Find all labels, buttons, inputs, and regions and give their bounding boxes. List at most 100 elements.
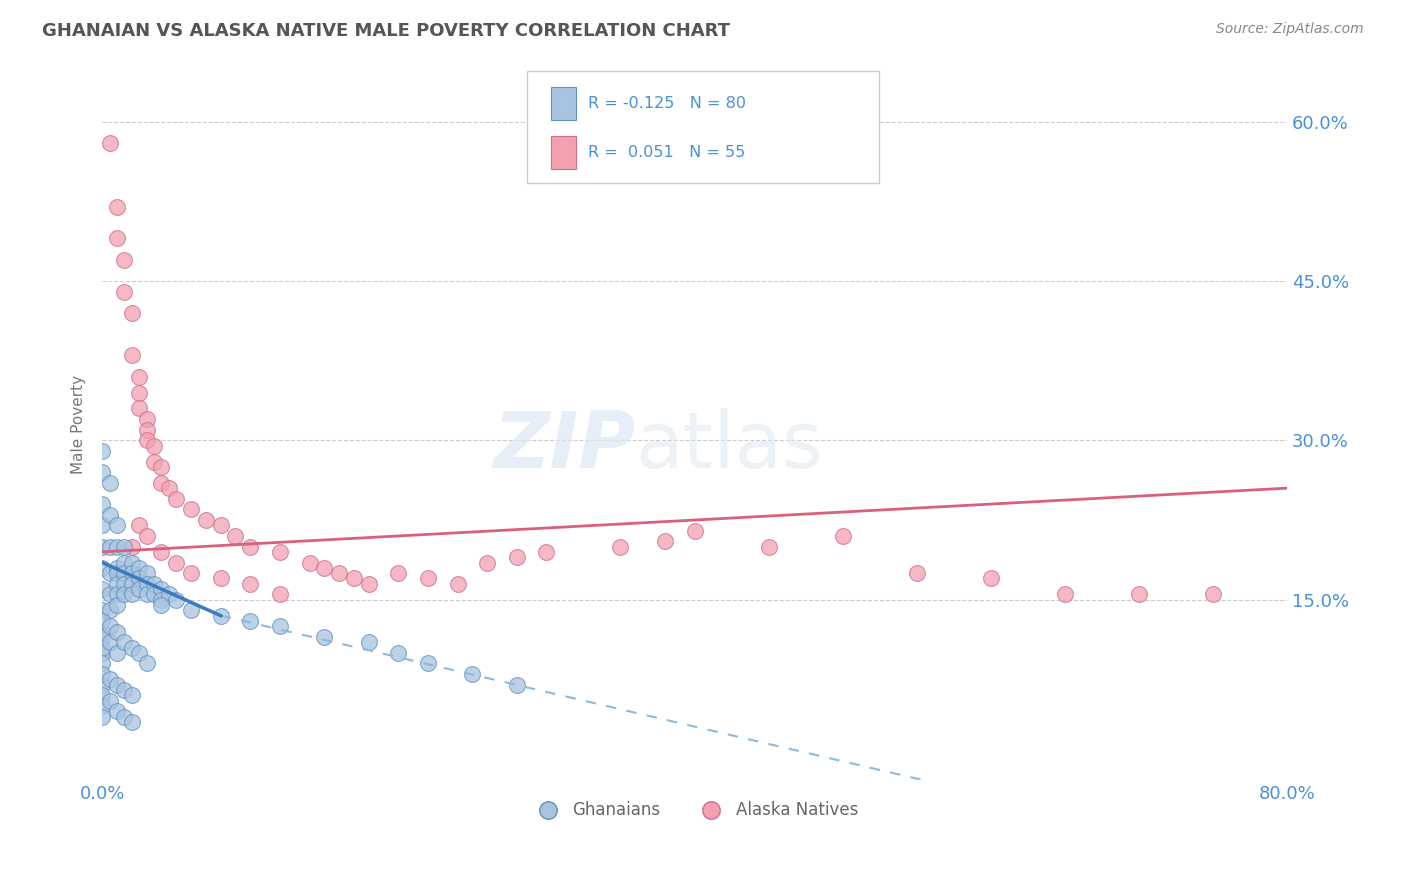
Point (105, 540, 128, 554)
Point (269, 545, 291, 559)
Point (105, 587, 128, 601)
Point (128, 646, 150, 660)
Point (128, 401, 150, 416)
Point (128, 518, 150, 533)
Point (416, 571, 439, 585)
Point (461, 667, 484, 681)
Point (683, 524, 706, 538)
Point (135, 576, 157, 591)
Point (121, 640, 143, 655)
Point (121, 576, 143, 591)
Point (112, 285, 135, 299)
Text: atlas: atlas (636, 408, 823, 483)
Point (91, 465, 114, 479)
Point (91, 698, 114, 713)
Y-axis label: Male Poverty: Male Poverty (72, 375, 86, 474)
Point (105, 704, 128, 718)
Point (758, 540, 780, 554)
Point (150, 592, 173, 607)
Point (128, 385, 150, 400)
Point (91, 646, 114, 660)
Point (91, 688, 114, 702)
Point (128, 369, 150, 384)
Point (239, 614, 262, 628)
Point (209, 518, 232, 533)
Point (98, 673, 121, 687)
Point (536, 545, 558, 559)
Point (165, 491, 187, 506)
Point (91, 657, 114, 671)
Point (150, 459, 173, 474)
Point (91, 582, 114, 596)
Point (477, 556, 499, 570)
Point (98, 136, 121, 150)
Point (150, 582, 173, 596)
Point (157, 481, 180, 495)
Point (98, 587, 121, 601)
Point (506, 678, 529, 692)
Point (135, 434, 157, 448)
Point (143, 454, 166, 468)
Point (121, 348, 143, 362)
Point (150, 475, 173, 490)
Point (905, 566, 928, 581)
Point (194, 513, 217, 527)
Point (180, 566, 202, 581)
Point (180, 502, 202, 516)
Point (112, 709, 135, 723)
Point (387, 566, 409, 581)
Point (91, 678, 114, 692)
Point (135, 529, 157, 543)
Point (209, 608, 232, 623)
Point (112, 576, 135, 591)
Point (91, 561, 114, 575)
Point (105, 678, 128, 692)
Point (135, 657, 157, 671)
Point (98, 540, 121, 554)
Point (150, 545, 173, 559)
Point (980, 571, 1002, 585)
Point (143, 576, 166, 591)
Point (105, 598, 128, 612)
Point (1128, 587, 1150, 601)
Point (135, 587, 157, 601)
Point (105, 624, 128, 639)
Point (416, 657, 439, 671)
Point (105, 518, 128, 533)
Point (128, 582, 150, 596)
Point (112, 587, 135, 601)
Point (314, 561, 336, 575)
Point (143, 439, 166, 453)
Point (328, 566, 350, 581)
Point (224, 529, 246, 543)
Point (121, 587, 143, 601)
Point (343, 571, 366, 585)
Point (91, 518, 114, 533)
Point (112, 556, 135, 570)
Point (121, 556, 143, 570)
Point (98, 603, 121, 617)
Point (1053, 587, 1076, 601)
Point (357, 635, 380, 649)
Point (98, 566, 121, 581)
Point (446, 576, 468, 591)
Point (98, 693, 121, 707)
Point (91, 640, 114, 655)
Point (157, 587, 180, 601)
Point (180, 603, 202, 617)
Point (98, 508, 121, 522)
Text: GHANAIAN VS ALASKA NATIVE MALE POVERTY CORRELATION CHART: GHANAIAN VS ALASKA NATIVE MALE POVERTY C… (42, 22, 730, 40)
Point (121, 566, 143, 581)
Point (1202, 587, 1225, 601)
Point (209, 571, 232, 585)
Point (91, 614, 114, 628)
Text: R = -0.125   N = 80: R = -0.125 N = 80 (588, 96, 745, 111)
Point (105, 231, 128, 245)
Point (150, 598, 173, 612)
Point (121, 540, 143, 554)
Point (112, 252, 135, 267)
Point (128, 561, 150, 575)
Point (91, 444, 114, 458)
Text: Source: ZipAtlas.com: Source: ZipAtlas.com (1216, 22, 1364, 37)
Point (143, 587, 166, 601)
